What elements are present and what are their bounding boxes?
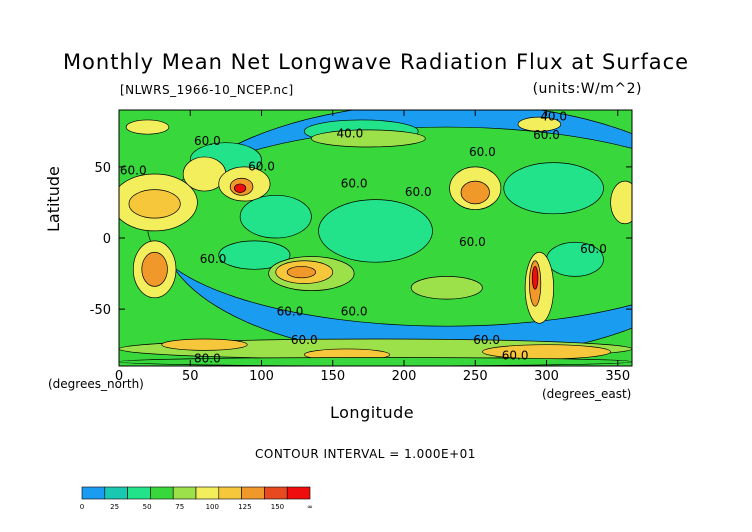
contour-region [410, 276, 483, 300]
contour-region [524, 251, 554, 324]
contour-region [311, 129, 426, 148]
contour-label: 60.0 [120, 164, 147, 178]
contour-label: 60.0 [473, 333, 500, 347]
x-tick-label: 250 [463, 369, 488, 384]
x-axis-label: Longitude [330, 403, 415, 422]
source-file-label: [NLWRS_1966-10_NCEP.nc] [120, 83, 294, 97]
contour-label: 60.0 [469, 145, 496, 159]
contour-label: 60.0 [341, 304, 368, 318]
contour-region [303, 119, 419, 144]
colorbar-swatch [172, 486, 197, 500]
colorbar-swatch [127, 486, 151, 500]
contour-label: 60.0 [405, 185, 432, 199]
contour-region [218, 240, 291, 270]
contour-region [161, 338, 248, 351]
colorbar-swatch [241, 486, 265, 500]
units-label: (units:W/m^2) [532, 81, 642, 97]
contour-region [546, 241, 604, 277]
contour-region [286, 266, 316, 279]
y-axis-label: Latitude [44, 166, 63, 232]
contour-region [610, 180, 632, 225]
x-tick-label: 200 [392, 369, 417, 384]
contour-label: 60.0 [502, 349, 529, 363]
contour-label: 60.0 [248, 159, 275, 173]
x-tick-label: 150 [320, 369, 345, 384]
colorbar: 0 25 50 75 100 125 150 ∞ [80, 486, 313, 511]
contour-region [229, 177, 254, 196]
colorbar-swatch [264, 486, 288, 500]
colorbar-swatch [195, 486, 220, 500]
contour-label: 60.0 [277, 304, 304, 318]
contour-region [482, 344, 611, 360]
contour-label: 60.0 [580, 242, 607, 256]
contour-label: 60.0 [291, 333, 318, 347]
contour-label: 60.0 [200, 252, 227, 266]
contour-region [132, 240, 177, 299]
contour-region [531, 266, 539, 290]
contour-label: 80.0 [194, 351, 221, 365]
contour-region [119, 173, 198, 232]
contour-region [517, 116, 562, 132]
contour-region [529, 260, 542, 307]
plot-background [119, 110, 632, 366]
colorbar-swatch [286, 486, 311, 500]
contour-region [128, 189, 181, 219]
contour-region [182, 156, 227, 192]
x-tick-label: 350 [605, 369, 630, 384]
x-tick-label: 300 [534, 369, 559, 384]
contour-region [234, 183, 247, 193]
y-tick-label: -50 [90, 303, 111, 318]
contour-labels: 60.060.060.060.060.060.060.060.060.0 60.0… [120, 110, 607, 365]
contour-region [268, 256, 355, 291]
contour-region [161, 110, 632, 360]
colorbar-tick-label: 75 [175, 503, 184, 511]
contour-region [303, 348, 391, 361]
colorbar-tick-label: 0 [80, 503, 84, 511]
colorbar-tick-label: 50 [143, 503, 152, 511]
contour-interval-label: CONTOUR INTERVAL = 1.000E+01 [255, 447, 476, 461]
colorbar-swatch [218, 486, 242, 500]
contour-region [503, 162, 604, 215]
y-tick-label: 50 [94, 161, 111, 176]
colorbar-tick-label: 125 [238, 503, 251, 511]
contour-label: 60.0 [459, 235, 486, 249]
contour-label: 40.0 [540, 110, 567, 124]
contour-region [125, 119, 170, 135]
contour-label: 60.0 [533, 128, 560, 142]
colorbar-tick-label: 150 [271, 503, 284, 511]
x-tick-label: 100 [249, 369, 274, 384]
contour-region [318, 199, 433, 263]
colorbar-tick-label: 25 [110, 503, 119, 511]
contour-region [275, 260, 334, 284]
contour-region [449, 166, 502, 210]
x-unit-label: (degrees_east) [542, 387, 632, 401]
contour-label: 40.0 [336, 127, 363, 141]
plot-area [119, 110, 632, 366]
contour-label: 60.0 [341, 176, 368, 190]
y-unit-label: (degrees_north) [48, 377, 144, 391]
x-tick-label: 50 [182, 369, 199, 384]
contour-region [119, 338, 632, 360]
colorbar-tick-label: ∞ [307, 503, 313, 511]
contour-region [147, 126, 632, 327]
contour-region [119, 357, 632, 366]
contour-region [218, 166, 271, 202]
colorbar-swatch [150, 486, 174, 500]
contour-label: 60.0 [194, 134, 221, 148]
colorbar-tick-label: 100 [206, 503, 219, 511]
contour-region [141, 251, 168, 287]
chart-title: Monthly Mean Net Longwave Radiation Flux… [62, 50, 690, 74]
colorbar-swatch [81, 486, 106, 500]
plot-frame [118, 109, 633, 367]
contour-region [189, 142, 262, 178]
contour-region [239, 194, 312, 239]
colorbar-swatch [104, 486, 128, 500]
contour-region [460, 180, 490, 205]
y-tick-label: 0 [103, 232, 111, 247]
